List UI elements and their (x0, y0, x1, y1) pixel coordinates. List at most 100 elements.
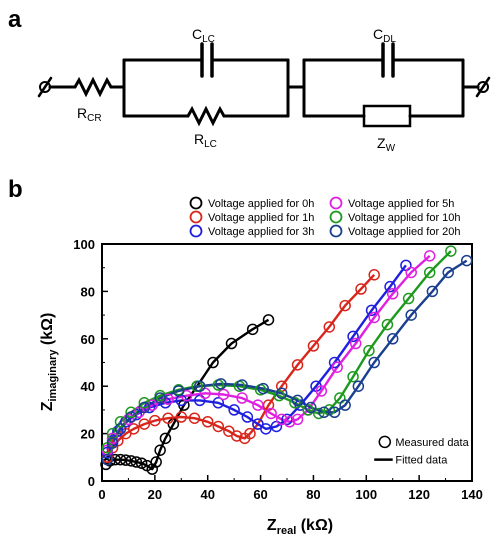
data-point-5h (315, 385, 328, 397)
label-r-lc: RLC (194, 131, 217, 150)
data-point-5h (405, 266, 417, 279)
y-tick-label: 100 (73, 237, 95, 252)
data-point-20h (215, 378, 227, 390)
data-point-1h (127, 423, 140, 435)
data-point-5h (283, 416, 296, 428)
data-point-10h (138, 397, 151, 409)
r-lc-resistor (186, 105, 226, 127)
key-fitted-label: Fitted data (395, 455, 448, 467)
legend-marker-0h (189, 196, 203, 210)
x-tick-label: 80 (306, 487, 320, 502)
x-axis-label: Zreal (kΩ) (267, 517, 333, 537)
data-point-1h (149, 414, 161, 427)
data-point-1h (188, 412, 201, 424)
legend-marker-3h (189, 224, 203, 238)
data-point-20h (138, 401, 151, 414)
data-point-0h (100, 458, 112, 471)
data-point-10h (312, 407, 325, 420)
data-point-5h (423, 250, 436, 262)
right-terminal (477, 81, 489, 93)
data-point-10h (347, 370, 359, 383)
data-point-5h (252, 399, 264, 411)
label-c-lc: CLC (192, 26, 215, 45)
data-point-1h (307, 340, 320, 352)
x-tick-label: 120 (408, 487, 430, 502)
legend-marker-10h (329, 210, 343, 224)
data-point-0h (246, 323, 259, 336)
data-point-1h (138, 418, 151, 430)
label-z-w: ZW (377, 135, 396, 154)
panel-b-label: b (8, 176, 23, 203)
data-point-10h (323, 404, 336, 416)
data-point-5h (386, 288, 399, 300)
data-point-10h (423, 266, 436, 279)
data-point-20h (194, 380, 206, 392)
data-point-20h (305, 401, 317, 414)
y-tick-label: 40 (81, 379, 95, 394)
data-point-20h (339, 399, 351, 411)
right-terminal-slash (475, 76, 491, 98)
data-point-20h (114, 423, 127, 435)
data-point-0h (207, 356, 219, 369)
data-point-20h (172, 385, 185, 397)
data-point-10h (289, 397, 301, 409)
data-point-3h (241, 411, 254, 423)
data-point-3h (260, 423, 272, 435)
data-point-10h (302, 404, 314, 416)
data-point-0h (159, 432, 172, 445)
data-point-5h (275, 413, 288, 426)
data-point-5h (122, 413, 135, 426)
data-point-0h (150, 456, 162, 468)
data-point-1h (291, 359, 304, 371)
data-point-20h (328, 406, 341, 419)
data-point-1h (201, 416, 214, 428)
data-point-20h (236, 379, 248, 391)
data-point-5h (291, 413, 304, 426)
legend-label-1h: Voltage applied for 1h (208, 212, 314, 224)
data-point-0h (262, 314, 275, 326)
legend: Voltage applied for 0h Voltage applied fo… (189, 196, 461, 238)
data-point-3h (212, 397, 225, 409)
legend-label-10h: Voltage applied for 10h (348, 212, 461, 224)
data-point-0h (120, 454, 132, 466)
key-measured-marker (378, 435, 392, 449)
data-point-10h (381, 318, 394, 331)
data-point-20h (291, 394, 304, 407)
data-point-1h (212, 420, 225, 433)
key-measured-label: Measured data (395, 437, 469, 449)
data-point-3h (384, 280, 396, 293)
data-point-3h (347, 330, 359, 343)
x-tick-label: 140 (461, 487, 483, 502)
data-point-20h (442, 266, 454, 279)
data-point-20h (106, 437, 119, 449)
fitted-line-1h (106, 273, 376, 458)
data-point-20h (368, 356, 380, 369)
data-point-1h (231, 430, 243, 442)
data-point-3h (365, 304, 378, 317)
x-tick-label: 100 (355, 487, 377, 502)
legend-label-0h: Voltage applied for 0h (208, 198, 314, 210)
data-point-5h (349, 337, 362, 350)
y-tick-label: 20 (81, 427, 95, 442)
data-point-10h (125, 406, 137, 419)
data-point-5h (106, 432, 119, 445)
legend-label-20h: Voltage applied for 20h (348, 226, 461, 238)
data-point-5h (331, 361, 343, 373)
data-point-5h (368, 311, 380, 324)
data-point-0h (154, 444, 166, 456)
data-point-5h (217, 388, 230, 401)
fitted-line-20h (106, 259, 468, 461)
data-point-20h (154, 392, 166, 404)
data-point-0h (125, 455, 137, 467)
x-tick-label: 40 (200, 487, 214, 502)
data-point-0h (130, 456, 143, 468)
data-point-5h (265, 407, 277, 420)
data-point-1h (175, 411, 188, 423)
nyquist-plot: 0 20 40 60 80 100 120 140 0 20 40 60 80 100 Measured d… (73, 237, 483, 502)
data-point-1h (368, 269, 380, 281)
data-point-0h (135, 457, 148, 469)
data-point-0h (225, 337, 238, 350)
data-point-10h (363, 344, 375, 357)
data-point-10h (402, 292, 415, 305)
